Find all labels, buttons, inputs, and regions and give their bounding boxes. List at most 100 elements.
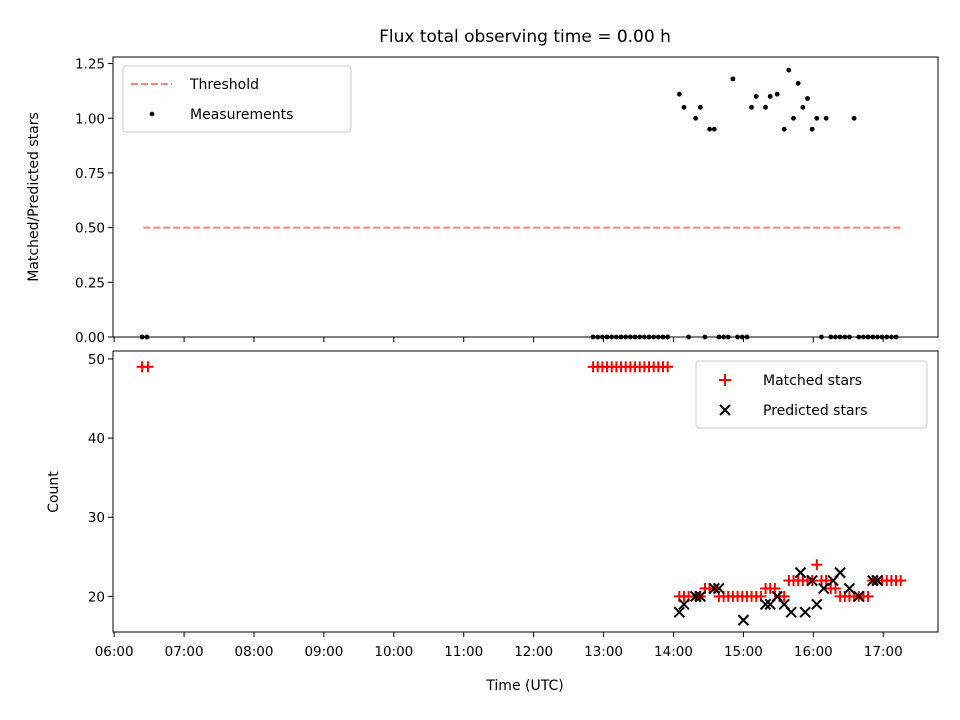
measurement-point xyxy=(139,334,145,340)
matched-star-point xyxy=(811,559,823,571)
top-chart-title: Flux total observing time = 0.00 h xyxy=(379,27,671,47)
measurement-point xyxy=(702,334,708,340)
predicted-star-stroke-b xyxy=(713,582,725,595)
predicted-star-stroke-b xyxy=(785,606,797,618)
measurement-point xyxy=(604,334,610,340)
measurement-point xyxy=(735,334,740,340)
legend-predicted-label: Predicted stars xyxy=(763,403,868,419)
legend-matched-swatch xyxy=(719,374,731,386)
bottom-y-tick-label: 20 xyxy=(88,589,105,605)
measurement-point xyxy=(623,334,629,340)
matched-star-point xyxy=(662,361,674,373)
bottom-x-tick-label: 07:00 xyxy=(165,644,204,660)
measurement-point xyxy=(888,334,894,340)
predicted-star-stroke-b xyxy=(771,590,783,603)
matched-star-point xyxy=(829,582,841,594)
top-y-tick-label: 0.50 xyxy=(75,221,105,237)
predicted-star-stroke-b xyxy=(794,566,807,579)
measurement-point xyxy=(711,126,717,132)
measurement-point xyxy=(842,334,848,340)
measurement-point xyxy=(753,93,759,99)
measurement-point xyxy=(632,334,638,340)
measurement-point xyxy=(847,334,852,340)
measurement-point xyxy=(676,91,682,97)
measurement-point xyxy=(707,126,713,132)
predicted-star-stroke-b xyxy=(759,598,772,611)
predicted-star-point xyxy=(834,566,846,579)
predicted-star-point xyxy=(794,566,807,579)
matched-star-point xyxy=(769,582,781,594)
predicted-star-stroke-b xyxy=(818,582,830,595)
x-axis-label: Time (UTC) xyxy=(485,678,563,694)
predicted-star-stroke-b xyxy=(799,606,811,618)
measurement-point xyxy=(721,334,726,340)
measurement-point xyxy=(590,334,596,340)
measurement-point xyxy=(809,126,815,132)
bottom-x-tick-label: 17:00 xyxy=(864,644,903,660)
bottom-x-tick-label: 06:00 xyxy=(95,644,134,660)
legend-matched-label: Matched stars xyxy=(763,373,862,389)
measurement-point xyxy=(613,334,619,340)
predicted-star-point xyxy=(708,582,720,595)
measurement-point xyxy=(697,104,703,110)
measurement-point xyxy=(884,334,890,340)
predicted-star-point xyxy=(785,606,797,618)
predicted-star-point xyxy=(799,606,811,618)
bottom-x-tick-label: 14:00 xyxy=(654,644,693,660)
measurement-point xyxy=(800,104,806,110)
predicted-star-point xyxy=(843,582,856,595)
predicted-star-point xyxy=(694,590,706,603)
legend-measurements-swatch xyxy=(149,111,155,117)
top-y-tick-label: 0.00 xyxy=(75,330,105,346)
predicted-star-stroke-b xyxy=(843,582,856,595)
measurement-point xyxy=(725,334,731,340)
measurement-point xyxy=(646,334,652,340)
top-y-tick-label: 0.25 xyxy=(75,275,105,291)
predicted-star-point xyxy=(737,614,750,626)
bottom-panel: 20 30 40 50 06:00 07:00 08:00 09:00 10:00 11:00 1… xyxy=(46,350,939,694)
bottom-x-tick-label: 15:00 xyxy=(724,644,763,660)
bottom-y-tick-label: 30 xyxy=(88,510,105,526)
measurement-point xyxy=(781,126,787,132)
top-y-tick-label: 1.00 xyxy=(75,111,105,127)
bottom-x-tick-label: 08:00 xyxy=(235,644,274,660)
measurement-point xyxy=(791,115,796,121)
bottom-x-tick-label: 11:00 xyxy=(444,644,483,660)
bottom-x-axis: 06:00 07:00 08:00 09:00 10:00 11:00 12:00 13:00… xyxy=(95,632,903,660)
measurement-point xyxy=(749,104,754,110)
measurement-point xyxy=(767,93,773,99)
predicted-star-stroke-b xyxy=(778,598,790,611)
predicted-star-stroke-b xyxy=(867,574,879,587)
measurement-point xyxy=(681,104,687,110)
matched-star-point xyxy=(820,575,832,587)
bottom-legend: Matched stars Predicted stars xyxy=(695,360,928,429)
legend-threshold-label: Threshold xyxy=(189,77,259,93)
measurement-point xyxy=(851,115,857,121)
top-legend-frame xyxy=(122,65,352,133)
legend-measurements-label: Measurements xyxy=(190,107,293,123)
predicted-star-point xyxy=(853,590,865,603)
predicted-star-point xyxy=(867,574,879,587)
measurement-point xyxy=(865,334,871,340)
measurement-point xyxy=(875,334,880,340)
matched-star-point xyxy=(778,590,790,602)
measurement-point xyxy=(595,334,601,340)
measurement-point xyxy=(686,334,692,340)
measurement-point xyxy=(716,334,722,340)
bottom-x-tick-label: 09:00 xyxy=(304,644,343,660)
measurement-point xyxy=(730,76,736,82)
predicted-star-point xyxy=(759,598,772,611)
predicted-star-stroke-b xyxy=(811,598,823,611)
measurement-point xyxy=(879,334,885,340)
measurement-point xyxy=(744,334,750,340)
bottom-legend-frame xyxy=(695,360,928,429)
measurement-point xyxy=(870,334,876,340)
predicted-star-stroke-b xyxy=(678,598,690,611)
top-y-axis-label: Matched/Predicted stars xyxy=(26,112,42,282)
predicted-star-point xyxy=(871,574,884,587)
measurement-point xyxy=(774,91,780,97)
bottom-y-tick-label: 50 xyxy=(88,352,105,368)
measurement-point xyxy=(693,115,699,121)
measurement-point xyxy=(641,334,647,340)
measurement-point xyxy=(833,334,838,340)
